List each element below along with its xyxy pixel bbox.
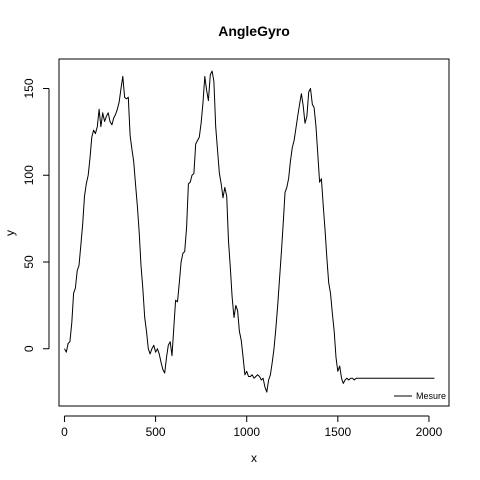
x-tick-label: 1500 — [324, 425, 351, 439]
x-tick-label: 0 — [61, 425, 68, 439]
x-tick-label: 2000 — [416, 425, 443, 439]
y-tick-label: 100 — [22, 165, 36, 185]
series-line-mesure — [64, 70, 435, 393]
plot-area-frame — [58, 58, 450, 407]
x-tick-label: 1000 — [233, 425, 260, 439]
y-tick-label: 50 — [22, 255, 36, 269]
y-tick-label: 150 — [22, 78, 36, 98]
legend-label-mesure: Mesure — [416, 391, 446, 401]
series-layer — [64, 70, 435, 393]
y-tick-label: 0 — [22, 345, 36, 352]
legend: Mesure — [394, 391, 446, 401]
x-axis: 0 500 1000 1500 2000 — [61, 415, 443, 439]
y-axis-label: y — [3, 230, 17, 236]
x-tick-label: 500 — [146, 425, 166, 439]
x-axis-label: x — [251, 451, 257, 465]
chart-title: AngleGyro — [218, 23, 290, 39]
y-axis: 0 50 100 150 — [22, 78, 50, 352]
